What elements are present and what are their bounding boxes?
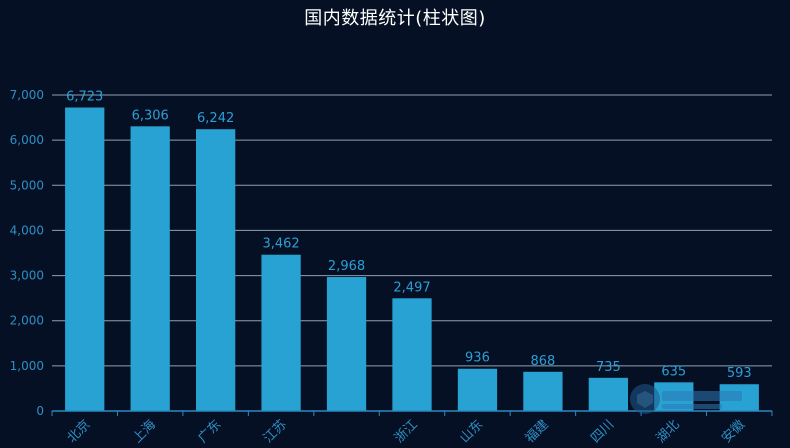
data-label: 635 [661,364,686,379]
chart-title: 国内数据统计(柱状图) [304,8,486,29]
bar[interactable] [523,371,563,411]
y-tick-label: 3,000 [10,269,44,283]
bars [65,107,759,412]
x-tick-label: 上海 [130,417,159,446]
y-tick-label: 4,000 [10,223,44,237]
data-label: 936 [465,351,490,366]
x-tick-label: 四川 [588,417,617,446]
y-tick-label: 2,000 [10,314,44,328]
bar[interactable] [326,277,367,411]
y-tick-label: 7,000 [10,88,44,102]
y-tick-label: 6,000 [10,133,44,147]
watermark-logo-icon [630,384,742,414]
bar[interactable] [457,368,498,411]
x-tick-label: 山东 [457,417,486,446]
data-label: 6,306 [132,108,169,123]
data-label: 3,462 [262,237,299,252]
x-tick-label: 湖北 [654,417,683,446]
x-tick-label: 福建 [523,417,552,446]
data-label: 2,497 [393,280,430,295]
x-tick-label: 北京 [65,417,94,446]
x-tick-label: 安徽 [719,417,748,446]
data-label: 735 [596,360,621,375]
x-tick-label: 广东 [195,417,224,446]
data-label: 593 [727,366,752,381]
bar[interactable] [130,126,170,412]
data-label: 6,723 [66,90,103,105]
y-tick-label: 0 [36,404,44,418]
data-label: 6,242 [197,111,234,126]
grid-lines [52,94,772,367]
y-tick-label: 1,000 [10,359,44,373]
bar[interactable] [65,107,105,411]
data-label: 2,968 [328,259,365,274]
y-tick-label: 5,000 [10,178,44,192]
data-labels: 6,723 6,306 6,242 3,462 2,968 2,497 936 868 735 6… [66,90,752,382]
x-tick-label: 江苏 [260,417,290,447]
bar[interactable] [588,377,628,411]
bar[interactable] [261,254,301,411]
data-label: 868 [530,354,555,369]
bar[interactable] [196,129,236,411]
bar[interactable] [392,298,432,411]
x-tick-label: 浙江 [392,417,421,446]
